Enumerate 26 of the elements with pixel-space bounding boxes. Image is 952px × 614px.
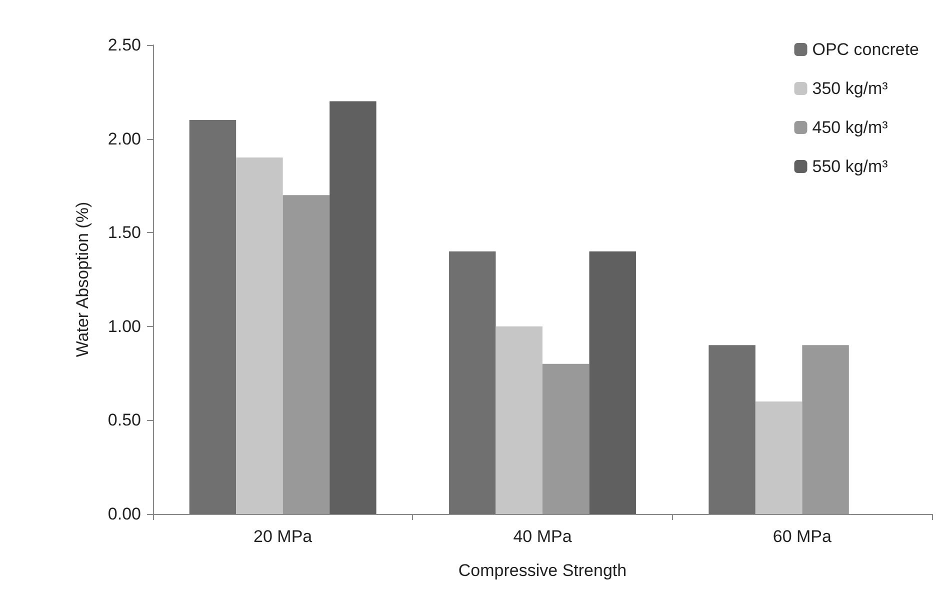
y-tick-label: 2.50 xyxy=(108,36,141,54)
bar xyxy=(496,326,542,514)
y-tick-label: 2.00 xyxy=(108,129,141,148)
legend-label: 450 kg/m³ xyxy=(812,118,888,137)
bar xyxy=(236,158,283,514)
y-tick-label: 0.50 xyxy=(108,410,141,430)
y-tick-label: 0.00 xyxy=(108,504,141,524)
x-tick-label: 20 MPa xyxy=(254,527,313,546)
y-axis-title: Water Absoption (%) xyxy=(73,202,92,358)
x-axis-title: Compressive Strength xyxy=(458,561,627,580)
y-tick-label: 1.00 xyxy=(108,316,141,336)
y-tick-label: 1.50 xyxy=(108,223,141,242)
bar xyxy=(189,120,236,514)
legend-label: OPC concrete xyxy=(812,40,919,59)
legend-label: 350 kg/m³ xyxy=(812,79,888,98)
bar xyxy=(755,401,802,514)
bar xyxy=(542,364,590,514)
bar xyxy=(589,251,636,514)
legend-label: 550 kg/m³ xyxy=(812,157,888,176)
bar xyxy=(802,345,849,514)
bar xyxy=(708,345,756,514)
bar xyxy=(330,101,376,514)
x-tick-label: 60 MPa xyxy=(772,527,832,546)
bar xyxy=(449,251,496,514)
bar xyxy=(282,195,330,514)
x-tick-label: 40 MPa xyxy=(513,527,572,546)
